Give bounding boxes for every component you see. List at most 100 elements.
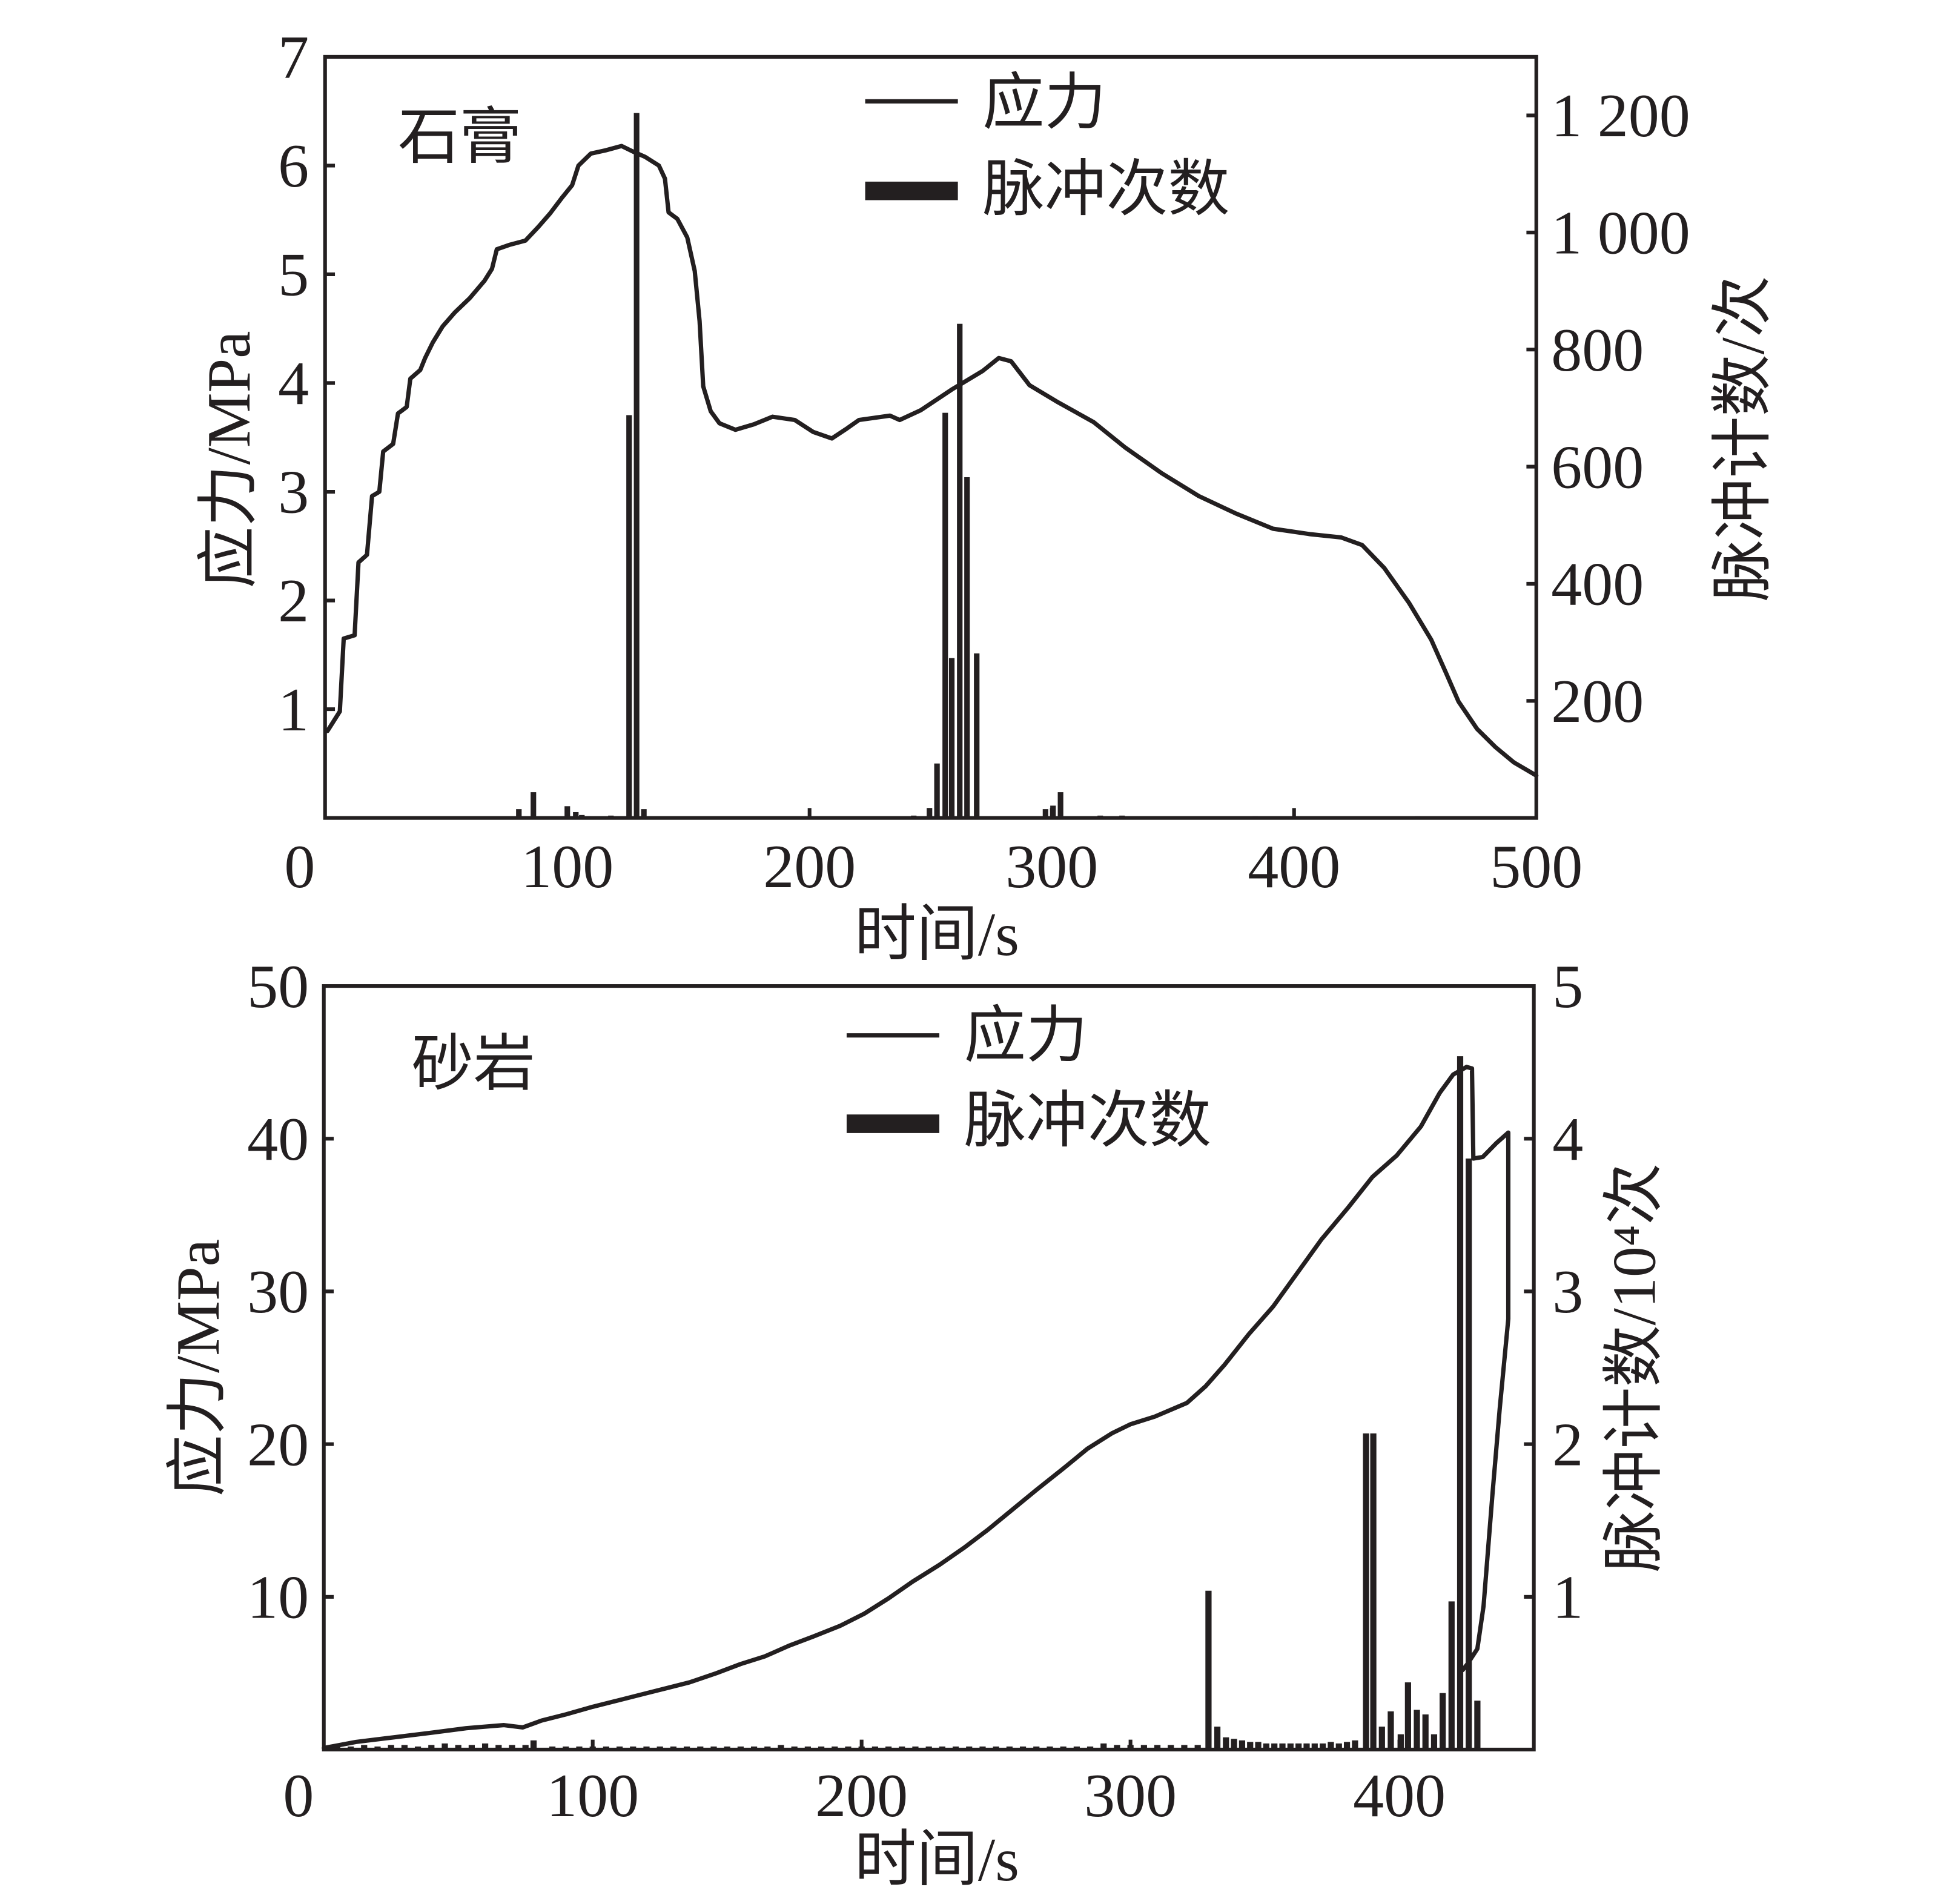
pulse-bar xyxy=(388,1745,394,1750)
pulse-bar xyxy=(455,1745,461,1750)
y-axis-title: 应力/MPa xyxy=(195,331,263,588)
pulse-bar xyxy=(1100,1743,1107,1750)
pulse-bar xyxy=(1223,1737,1229,1750)
plot-frame xyxy=(322,984,1536,1752)
pulse-bar xyxy=(428,1745,435,1750)
pulse-bar xyxy=(1430,1734,1438,1750)
y2-tick-label: 600 xyxy=(1551,433,1644,501)
pulse-bar xyxy=(1440,1693,1446,1750)
y-tick-label: 7 xyxy=(278,24,309,92)
y2-tick-label: 2 xyxy=(1552,1410,1583,1479)
y-tick-label: 3 xyxy=(278,458,309,527)
pulse-bar xyxy=(1287,1743,1294,1750)
y2-axis-title: 脉冲计数/10⁴次 xyxy=(1601,1163,1669,1573)
y2-tick-label: 3 xyxy=(1552,1258,1583,1326)
pulse-bar xyxy=(1422,1714,1429,1750)
y2-tick-label: 4 xyxy=(1552,1105,1583,1174)
pulse-bar xyxy=(927,808,933,818)
x-tick-label: 400 xyxy=(1248,833,1340,901)
x-axis-title: 时间/s xyxy=(855,1826,1019,1894)
panel-label: 砂岩 xyxy=(412,1030,535,1099)
x-tick-label: 500 xyxy=(1490,833,1582,901)
pulse-bar xyxy=(1205,1590,1212,1750)
y2-tick-label: 1 200 xyxy=(1551,82,1690,150)
chart-sandstone: 0 100 200 300 400 10 20 30 40 50 1 2 3 4 5 时间/s 应力/MPa 脉冲… xyxy=(164,953,1668,1894)
pulse-bar xyxy=(633,113,640,818)
pulse-bar xyxy=(531,792,537,818)
pulse-bar xyxy=(974,653,980,818)
stress-line xyxy=(325,144,1539,778)
legend-bar-swatch xyxy=(865,181,958,200)
pulse-bar xyxy=(1247,1742,1254,1750)
pulse-bar xyxy=(1181,1745,1188,1750)
pulse-bar xyxy=(1114,1745,1120,1750)
y-tick-label: 10 xyxy=(247,1563,309,1631)
plot-frame xyxy=(323,55,1538,820)
legend-label: 应力 xyxy=(964,1002,1088,1070)
y-tick-label: 4 xyxy=(278,349,309,418)
y-tick-label: 5 xyxy=(278,241,309,309)
pulse-bar xyxy=(509,1745,515,1750)
pulse-bar xyxy=(573,812,579,818)
pulse-bar xyxy=(1168,1745,1174,1750)
pulse-bar xyxy=(1448,1601,1455,1750)
pulse-bar xyxy=(957,323,963,818)
pulse-bar xyxy=(1295,1743,1302,1750)
x-tick-label: 0 xyxy=(283,1762,314,1830)
pulse-bar xyxy=(964,477,970,818)
y2-tick-label: 1 000 xyxy=(1551,199,1690,268)
pulse-bar xyxy=(1474,1701,1481,1750)
pulse-bar xyxy=(1279,1743,1286,1750)
x-tick-label: 200 xyxy=(815,1762,908,1830)
pulse-bar xyxy=(942,412,948,818)
pulse-bar xyxy=(1303,1743,1310,1750)
pulse-bar xyxy=(401,1745,408,1750)
legend-bar-swatch xyxy=(846,1114,940,1133)
y-tick-label: 6 xyxy=(278,132,309,200)
pulse-bar xyxy=(1414,1710,1420,1750)
y2-tick-label: 400 xyxy=(1551,550,1644,619)
pulse-bar xyxy=(641,809,647,818)
pulse-bar xyxy=(1363,1433,1369,1750)
y2-tick-label: 800 xyxy=(1551,316,1644,385)
legend-label: 脉冲次数 xyxy=(982,156,1229,224)
pulse-bar xyxy=(522,1745,529,1750)
pulse-bar xyxy=(1328,1742,1334,1750)
x-tick-label: 400 xyxy=(1353,1762,1446,1830)
legend-label: 脉冲次数 xyxy=(964,1087,1211,1155)
pulse-bar xyxy=(1239,1740,1246,1750)
pulse-bar xyxy=(495,1745,502,1750)
y2-tick-label: 1 xyxy=(1552,1563,1583,1631)
chart-gypsum: 0 100 200 300 400 500 1 2 3 4 5 6 7 200 400 600 800 1 000… xyxy=(195,24,1778,970)
pulse-bar xyxy=(1457,1056,1464,1750)
pulse-bar xyxy=(934,763,940,818)
pulse-bar xyxy=(1154,1745,1161,1750)
pulse-bar xyxy=(1352,1740,1358,1750)
pulse-bar xyxy=(948,658,955,818)
y2-tick-label: 5 xyxy=(1552,953,1583,1021)
pulse-bar xyxy=(1263,1743,1269,1750)
pulse-bar xyxy=(1231,1739,1237,1750)
y-tick-label: 40 xyxy=(247,1105,309,1174)
pulse-bar xyxy=(516,809,522,818)
pulse-bar xyxy=(481,1743,489,1750)
x-axis-title: 时间/s xyxy=(855,901,1019,969)
y-tick-label: 20 xyxy=(247,1410,309,1479)
y-tick-label: 2 xyxy=(278,567,309,635)
pulse-bar xyxy=(1140,1745,1147,1750)
y-tick-label: 1 xyxy=(278,676,309,744)
stress-line xyxy=(322,1065,1511,1751)
pulse-bar xyxy=(1214,1727,1221,1750)
pulse-bar xyxy=(1311,1743,1318,1750)
pulse-bar xyxy=(1271,1743,1278,1750)
panel-label: 石膏 xyxy=(398,104,521,172)
y-axis-title: 应力/MPa xyxy=(164,1239,233,1496)
y2-axis-title: 脉冲计数/次 xyxy=(1709,276,1778,601)
pulse-bar xyxy=(1255,1742,1262,1750)
x-tick-label: 200 xyxy=(763,833,856,901)
pulse-bar xyxy=(1404,1682,1411,1750)
x-tick-label: 100 xyxy=(521,833,613,901)
pulse-bar xyxy=(1320,1743,1326,1750)
